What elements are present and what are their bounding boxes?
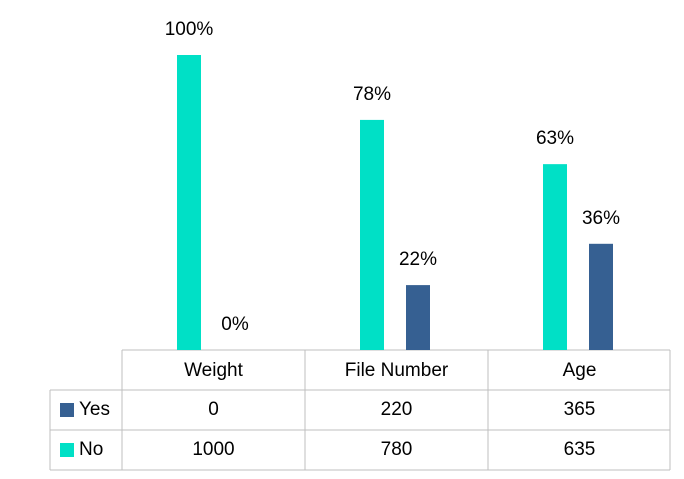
data-label: 36% xyxy=(582,208,620,229)
bar xyxy=(360,119,384,351)
bar xyxy=(543,164,567,350)
legend-swatch xyxy=(60,403,74,417)
bar xyxy=(406,285,430,350)
table-cell: 635 xyxy=(564,439,596,460)
data-label: 63% xyxy=(536,128,574,149)
legend-label: Yes xyxy=(79,399,110,420)
category-label: Weight xyxy=(184,360,244,381)
table-cell: 780 xyxy=(381,439,413,460)
category-label: Age xyxy=(563,360,597,381)
data-label: 22% xyxy=(399,249,437,270)
table-cell: 220 xyxy=(381,399,413,420)
legend-swatch xyxy=(60,443,74,457)
data-label: 0% xyxy=(221,314,249,335)
legend-label: No xyxy=(79,439,103,460)
bar xyxy=(589,243,613,350)
category-label: File Number xyxy=(345,360,449,381)
data-label: 78% xyxy=(353,84,391,105)
data-label: 100% xyxy=(165,19,214,40)
table-cell: 1000 xyxy=(192,439,234,460)
table-cell: 365 xyxy=(564,399,596,420)
table-cell: 0 xyxy=(208,399,219,420)
bar xyxy=(177,55,201,350)
data-table-grid xyxy=(49,349,671,471)
